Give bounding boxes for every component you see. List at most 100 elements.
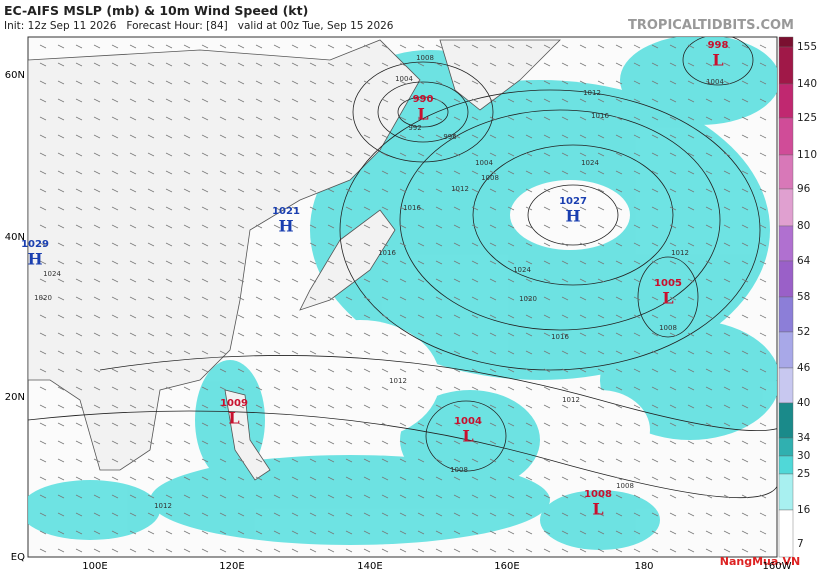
barb bbox=[471, 152, 479, 157]
barb bbox=[669, 386, 677, 391]
barb bbox=[93, 548, 101, 553]
barb bbox=[129, 368, 137, 373]
land-japan bbox=[299, 209, 396, 311]
barb bbox=[507, 422, 515, 427]
barb bbox=[525, 242, 533, 247]
barb bbox=[471, 134, 479, 139]
barb bbox=[75, 80, 83, 85]
barb bbox=[291, 404, 299, 409]
barb bbox=[129, 152, 137, 157]
barb bbox=[507, 332, 515, 337]
barb bbox=[363, 224, 371, 229]
barb bbox=[399, 98, 407, 103]
center-pressure: 1005 bbox=[654, 278, 682, 289]
lat-label: 40N bbox=[5, 232, 25, 243]
barb bbox=[579, 80, 587, 85]
barb bbox=[435, 206, 443, 211]
barb bbox=[669, 62, 677, 67]
barb bbox=[39, 476, 47, 481]
barb bbox=[237, 260, 245, 265]
barb bbox=[615, 404, 623, 409]
barb bbox=[453, 44, 461, 49]
barb bbox=[39, 170, 47, 175]
barb bbox=[381, 134, 389, 139]
barb bbox=[705, 368, 713, 373]
barb bbox=[507, 350, 515, 355]
barb bbox=[561, 350, 569, 355]
barb bbox=[255, 440, 263, 445]
barb bbox=[93, 350, 101, 355]
watermark: NangMua.VN bbox=[720, 555, 800, 568]
colorbar-swatch bbox=[778, 260, 794, 298]
barb bbox=[147, 404, 155, 409]
barb bbox=[129, 458, 137, 463]
barb bbox=[75, 242, 83, 247]
barb bbox=[687, 242, 695, 247]
barb bbox=[651, 368, 659, 373]
barb bbox=[255, 494, 263, 499]
barb bbox=[723, 422, 731, 427]
barb bbox=[255, 98, 263, 103]
barb bbox=[633, 116, 641, 121]
barb bbox=[651, 116, 659, 121]
barb bbox=[471, 368, 479, 373]
barb bbox=[471, 188, 479, 193]
barb bbox=[39, 494, 47, 499]
barb bbox=[669, 152, 677, 157]
barb bbox=[57, 152, 65, 157]
barb bbox=[273, 458, 281, 463]
barb bbox=[57, 260, 65, 265]
barb bbox=[435, 152, 443, 157]
barb bbox=[741, 458, 749, 463]
barb bbox=[651, 260, 659, 265]
barb bbox=[165, 314, 173, 319]
barb bbox=[741, 242, 749, 247]
barb bbox=[129, 134, 137, 139]
colorbar-label: 110 bbox=[797, 149, 817, 161]
barb bbox=[255, 224, 263, 229]
barb bbox=[705, 62, 713, 67]
barb bbox=[93, 476, 101, 481]
barb bbox=[273, 188, 281, 193]
barb bbox=[381, 188, 389, 193]
barb bbox=[381, 98, 389, 103]
barb bbox=[381, 278, 389, 283]
barb bbox=[237, 314, 245, 319]
barb bbox=[129, 440, 137, 445]
barb bbox=[543, 152, 551, 157]
barb bbox=[471, 332, 479, 337]
barb bbox=[237, 152, 245, 157]
barb bbox=[75, 332, 83, 337]
barb bbox=[57, 386, 65, 391]
barb bbox=[273, 44, 281, 49]
barb bbox=[93, 458, 101, 463]
barb bbox=[183, 134, 191, 139]
barb bbox=[57, 404, 65, 409]
barb bbox=[543, 548, 551, 553]
barb bbox=[615, 422, 623, 427]
barb bbox=[327, 548, 335, 553]
barb bbox=[543, 170, 551, 175]
barb bbox=[525, 422, 533, 427]
barb bbox=[237, 224, 245, 229]
barb bbox=[183, 440, 191, 445]
barb bbox=[615, 80, 623, 85]
calm-areas bbox=[280, 180, 650, 470]
barb bbox=[201, 314, 209, 319]
barb bbox=[39, 242, 47, 247]
barb bbox=[219, 296, 227, 301]
barb bbox=[399, 494, 407, 499]
barb bbox=[597, 476, 605, 481]
barb bbox=[525, 386, 533, 391]
barb bbox=[561, 476, 569, 481]
barb bbox=[111, 296, 119, 301]
barb bbox=[633, 404, 641, 409]
barb bbox=[39, 44, 47, 49]
barb bbox=[543, 134, 551, 139]
barb bbox=[201, 350, 209, 355]
barb bbox=[147, 260, 155, 265]
barb bbox=[201, 80, 209, 85]
barb bbox=[453, 296, 461, 301]
barb bbox=[237, 296, 245, 301]
barb bbox=[489, 476, 497, 481]
